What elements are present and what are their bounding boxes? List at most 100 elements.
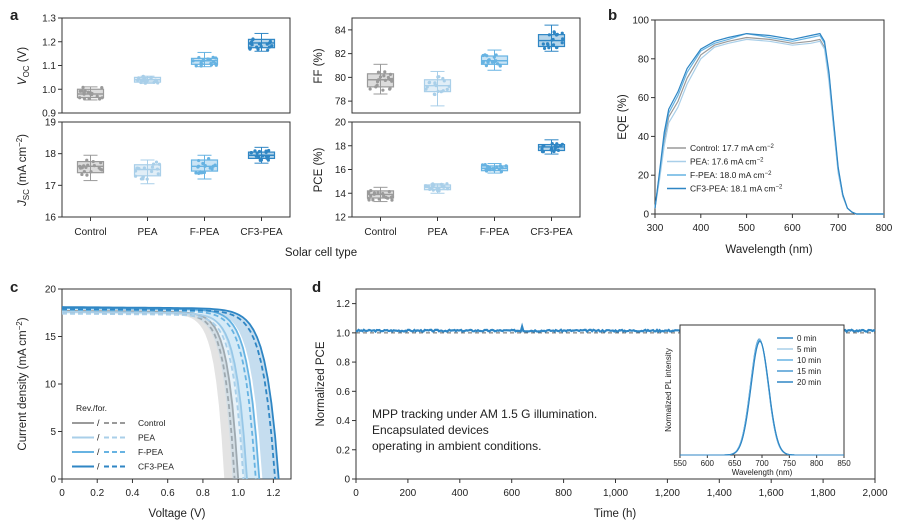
pce-point-3-14 [558, 143, 563, 148]
pce-point-3-0 [540, 147, 544, 151]
eqe-ytick-label-4: 80 [638, 54, 650, 65]
jv-legend-label-3: CF3-PEA [138, 462, 174, 472]
pce-point-1-8 [424, 184, 428, 188]
jsc-point-0-16 [92, 163, 96, 168]
jsc-point-1-15 [150, 165, 155, 169]
voc-point-0-12 [87, 96, 91, 101]
voc-point-1-11 [149, 76, 153, 80]
voc-point-3-11 [247, 46, 252, 50]
mpp-annotation-line-1: MPP tracking under AM 1.5 G illumination… [372, 407, 597, 421]
voc-point-1-15 [144, 78, 148, 82]
pce-point-1-16 [429, 186, 434, 190]
jsc-point-1-1 [133, 169, 138, 173]
pce-point-2-10 [499, 170, 503, 174]
jsc-point-1-5 [154, 160, 159, 164]
eqe-line-3 [654, 32, 884, 215]
jsc-ylabel: JSC (mA cm−2) [15, 134, 31, 207]
pl-xlabel: Wavelength (nm) [732, 468, 793, 477]
ff-frame [351, 17, 581, 114]
mpp-xtick-label-10: 2,000 [862, 488, 887, 499]
jsc-ytick-label-1: 17 [45, 181, 57, 192]
voc-point-3-9 [255, 45, 259, 49]
pce-point-2-2 [504, 164, 508, 168]
ff-point-0-15 [388, 72, 393, 76]
voc-point-2-9 [199, 64, 203, 68]
jsc-ytick-label-0: 16 [45, 213, 57, 224]
pce-point-3-15 [553, 147, 557, 151]
voc-point-2-14 [209, 63, 214, 67]
jsc-xtick-label-2: F-PEA [190, 227, 220, 238]
pce-point-0-1 [381, 192, 385, 196]
pce-point-1-7 [439, 182, 444, 187]
ff-point-3-11 [554, 45, 559, 50]
ff-point-1-12 [436, 75, 440, 79]
ff-point-1-17 [433, 82, 437, 86]
jsc-ytick-label-3: 19 [45, 118, 57, 129]
jv-legend-label-0: Control [138, 418, 166, 428]
voc-frame [61, 17, 291, 114]
voc-ylabel: VOC (V) [17, 47, 31, 85]
jsc-point-1-9 [155, 167, 160, 171]
pce-ytick-label-0: 12 [335, 213, 347, 224]
pce-ylabel: PCE (%) [313, 147, 325, 192]
ff-point-2-12 [498, 63, 502, 67]
jsc-point-0-8 [85, 173, 89, 177]
jsc-point-0-10 [91, 159, 95, 164]
eqe-xtick-label-1: 400 [692, 223, 709, 234]
ff-point-3-10 [551, 43, 556, 47]
jsc-point-1-0 [145, 177, 149, 181]
pl-xtick-label-2: 650 [728, 459, 742, 468]
jsc-point-2-17 [196, 165, 200, 169]
pce-point-2-16 [484, 169, 489, 173]
jv-for-line-2 [62, 309, 257, 480]
mpp-xlabel: Time (h) [594, 508, 637, 520]
voc-point-0-17 [82, 92, 86, 96]
pce-xtick-label-2: F-PEA [480, 227, 510, 238]
pce-point-2-0 [480, 163, 485, 167]
ff-point-1-11 [424, 87, 428, 91]
jv-legend-slash-3: / [97, 462, 100, 472]
jsc-point-2-4 [194, 171, 198, 175]
jsc-point-1-13 [156, 172, 160, 176]
pce-point-0-15 [371, 198, 375, 202]
voc-point-0-11 [100, 85, 104, 90]
voc-point-2-16 [194, 64, 198, 68]
voc-point-2-12 [211, 60, 216, 64]
eqe-ytick-label-2: 40 [638, 132, 650, 143]
pce-point-2-17 [492, 168, 496, 172]
voc-ytick-label-0: 0.9 [42, 109, 56, 120]
jsc-xtick-label-0: Control [74, 227, 106, 238]
ff-point-0-16 [390, 77, 394, 82]
ff-point-3-16 [555, 32, 559, 36]
voc-point-1-16 [139, 79, 143, 84]
mpp-annotation-line-3: operating in ambient conditions. [372, 439, 541, 453]
voc-point-3-17 [270, 44, 274, 48]
pce-point-3-10 [549, 148, 553, 152]
jsc-point-2-13 [197, 158, 201, 163]
jsc-point-3-16 [257, 149, 262, 154]
pce-xtick-label-1: PEA [427, 227, 447, 238]
eqe-frame [654, 19, 885, 215]
pl-xtick-label-5: 800 [810, 459, 824, 468]
jsc-point-2-15 [211, 164, 215, 168]
voc-point-1-12 [141, 74, 145, 78]
ff-point-2-16 [492, 55, 496, 59]
jsc-point-0-14 [89, 170, 93, 174]
ff-point-1-13 [433, 92, 437, 97]
voc-point-0-10 [78, 96, 82, 100]
eqe-ytick-label-5: 100 [632, 16, 649, 27]
pce-ytick-label-3: 18 [335, 141, 347, 152]
solar-cell-type-xlabel: Solar cell type [285, 247, 357, 259]
voc-ytick-label-1: 1.0 [42, 85, 56, 96]
pce-point-2-9 [495, 165, 499, 169]
eqe-ylabel: EQE (%) [617, 94, 629, 140]
voc-point-3-1 [267, 45, 272, 49]
ff-point-3-12 [552, 30, 556, 34]
voc-point-3-12 [249, 40, 254, 44]
pce-xtick-label-0: Control [364, 227, 396, 238]
ff-point-1-3 [442, 79, 446, 83]
pl-legend-label-4: 20 min [797, 378, 821, 387]
jsc-frame [61, 121, 291, 218]
jsc-xtick-label-3: CF3-PEA [240, 227, 283, 238]
